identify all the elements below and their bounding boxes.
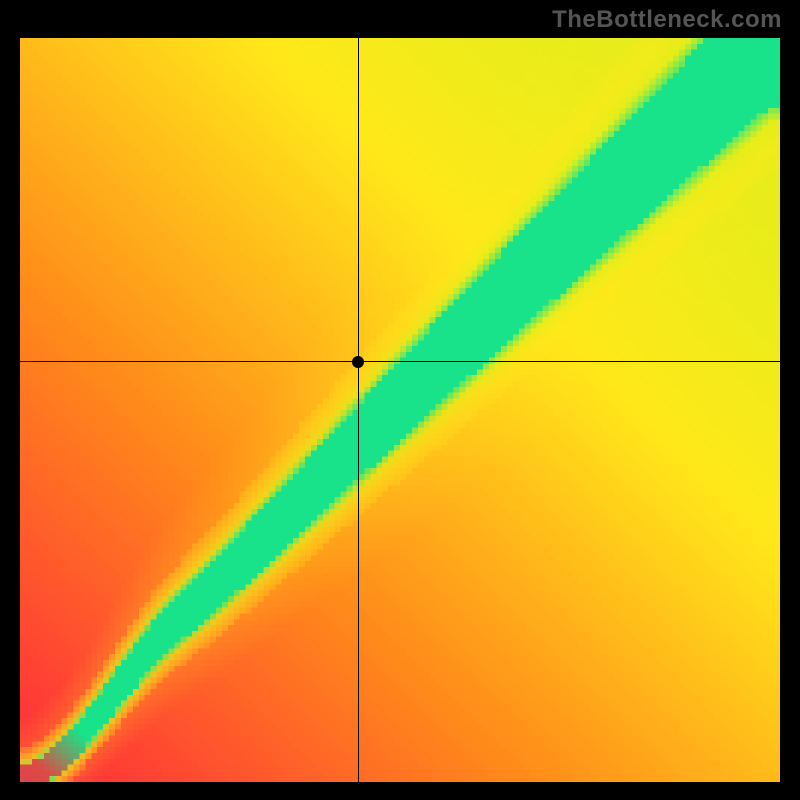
chart-frame: TheBottleneck.com xyxy=(0,0,800,800)
heatmap-plot xyxy=(20,38,780,782)
heatmap-canvas xyxy=(20,38,780,782)
crosshair-marker xyxy=(352,356,364,368)
crosshair-vertical xyxy=(358,38,359,782)
crosshair-horizontal xyxy=(20,361,780,362)
watermark-label: TheBottleneck.com xyxy=(552,6,782,34)
